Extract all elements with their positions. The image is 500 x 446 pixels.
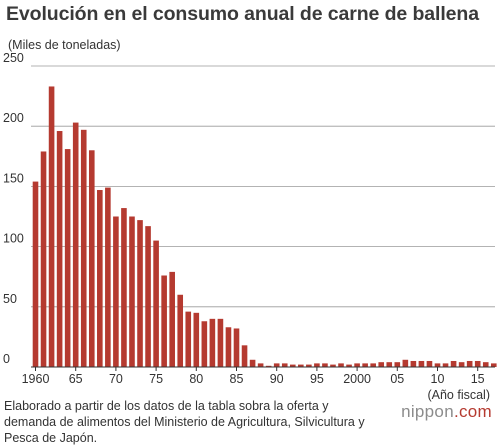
- bar: [257, 363, 264, 367]
- bar: [458, 362, 465, 367]
- x-tick-label: 10: [431, 372, 445, 386]
- bar: [306, 364, 312, 367]
- bar: [177, 294, 184, 367]
- bar: [402, 359, 409, 367]
- bar: [330, 364, 336, 367]
- x-tick-label: 05: [390, 372, 404, 386]
- bar: [64, 149, 71, 367]
- x-axis-label: (Año fiscal): [427, 388, 490, 402]
- x-tick-label: 85: [230, 372, 244, 386]
- chart-title: Evolución en el consumo anual de carne d…: [6, 3, 479, 25]
- bar: [434, 363, 441, 367]
- bar: [370, 363, 376, 367]
- bar: [201, 321, 208, 367]
- bar: [209, 318, 216, 367]
- bar: [217, 318, 224, 367]
- brand-logo: nippon.com: [401, 402, 492, 422]
- x-tick-label: 1960: [22, 372, 50, 386]
- y-tick-label: 250: [3, 51, 24, 65]
- x-tick-label: 2000: [343, 372, 371, 386]
- x-tick-label: 80: [189, 372, 203, 386]
- bar: [97, 190, 103, 367]
- bar: [281, 363, 288, 367]
- bar: [88, 150, 95, 367]
- bar: [490, 363, 497, 367]
- bar: [72, 122, 79, 367]
- source-note: Elaborado a partir de los datos de la ta…: [4, 399, 365, 445]
- y-tick-label: 200: [3, 111, 24, 125]
- bar: [153, 240, 159, 367]
- bar: [48, 86, 55, 367]
- y-tick-label: 50: [3, 292, 17, 306]
- bar: [249, 359, 256, 367]
- bar: [273, 363, 280, 367]
- bar: [322, 363, 328, 367]
- y-tick-label: 150: [3, 171, 24, 185]
- bar: [386, 362, 393, 367]
- bar: [121, 208, 127, 367]
- bar: [185, 311, 192, 367]
- bar: [474, 360, 481, 367]
- bar: [137, 220, 143, 367]
- bar: [289, 364, 296, 367]
- bar: [362, 363, 368, 367]
- bar: [426, 360, 433, 367]
- bar: [378, 362, 385, 367]
- bar: [346, 364, 352, 367]
- bar: [129, 216, 135, 367]
- bar: [225, 327, 232, 367]
- bar: [233, 328, 240, 367]
- bar: [161, 275, 167, 367]
- bar: [298, 364, 304, 367]
- x-tick-label: 75: [149, 372, 163, 386]
- bar: [80, 129, 87, 367]
- bar: [241, 345, 248, 367]
- bar: [442, 363, 449, 367]
- bar: [482, 362, 489, 367]
- bar: [450, 360, 457, 367]
- y-axis-unit-label: (Miles de toneladas): [8, 38, 121, 52]
- bar: [418, 360, 425, 367]
- bar: [466, 360, 473, 367]
- bar: [354, 363, 360, 367]
- bar: [32, 181, 39, 367]
- bar: [394, 362, 401, 367]
- bar: [169, 271, 175, 367]
- bar: [314, 363, 320, 367]
- bar: [40, 151, 47, 367]
- y-tick-label: 0: [3, 352, 10, 366]
- x-tick-label: 95: [310, 372, 324, 386]
- x-tick-label: 65: [69, 372, 83, 386]
- bar: [113, 216, 119, 367]
- bar: [105, 187, 111, 367]
- bar: [338, 363, 344, 367]
- bar: [193, 312, 200, 367]
- bar: [410, 360, 417, 367]
- bar: [265, 365, 272, 367]
- brand-domain: .com: [453, 402, 492, 421]
- x-tick-label: 90: [270, 372, 284, 386]
- x-tick-label: 70: [109, 372, 123, 386]
- bar: [145, 226, 151, 367]
- y-tick-label: 100: [3, 232, 24, 246]
- bar: [56, 131, 63, 367]
- x-tick-label: 15: [471, 372, 485, 386]
- brand-name: nippon: [401, 402, 454, 421]
